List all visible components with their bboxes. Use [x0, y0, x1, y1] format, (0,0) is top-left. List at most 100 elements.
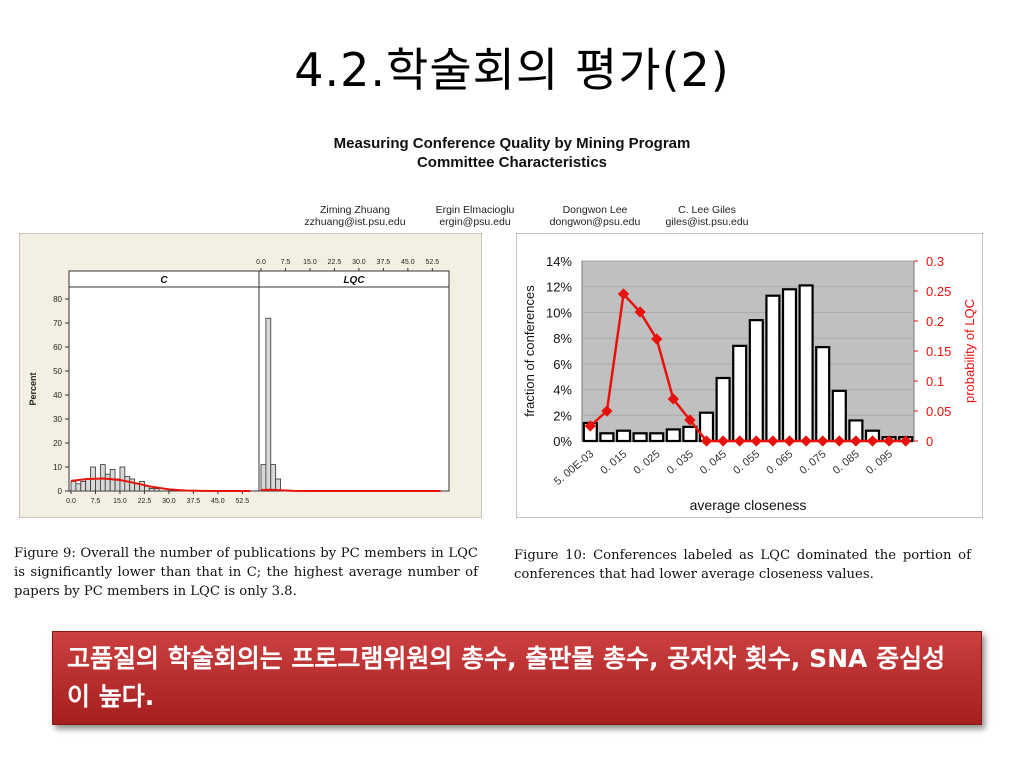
y-tick-label: 30 [53, 415, 62, 424]
x-tick-label: 37.5 [377, 259, 391, 266]
bar [765, 294, 781, 443]
y-tick-label: 2% [553, 408, 572, 423]
lqc-probability-marker [850, 435, 862, 447]
bar [732, 344, 748, 443]
bar [649, 432, 665, 443]
summary-banner: 고품질의 학술회의는 프로그램위원의 총수, 출판물 총수, 공저자 횟수, S… [52, 631, 982, 725]
histogram-bar [95, 478, 101, 492]
x-tick-label: 7.5 [281, 259, 291, 266]
bar [665, 428, 681, 443]
histogram-bar [129, 478, 136, 492]
x-axis-label: average closeness [690, 497, 807, 513]
x-tick-label: 52.5 [426, 259, 440, 266]
lqc-probability-marker [767, 435, 779, 447]
y2-tick-label: 0.25 [926, 284, 951, 299]
bar [798, 284, 814, 443]
histogram-bar [80, 480, 87, 492]
y-tick-label: 60 [53, 343, 62, 352]
lqc-probability-marker [817, 435, 829, 447]
bar [599, 432, 615, 443]
y2-tick-label: 0.05 [926, 404, 951, 419]
histogram-bar [85, 478, 91, 492]
slide-title: 4.2.학술회의 평가(2) [294, 43, 730, 97]
y2-tick-label: 0.2 [926, 314, 944, 329]
figure-9-chart: 0 10 20 30 40 50 60 70 80 Percent C 0.0 7.5 15.0 22.5 3… [18, 232, 483, 519]
author-name: Ziming Zhuang [319, 204, 391, 216]
density-curve [70, 477, 251, 492]
y-tick-label: 12% [546, 280, 572, 295]
histogram-bar [148, 488, 155, 492]
x-tick-label: 0.0 [256, 259, 266, 266]
bar [748, 319, 764, 443]
y-tick-label: 70 [53, 319, 62, 328]
lqc-probability-marker [833, 435, 845, 447]
bar [831, 389, 847, 443]
x-tick-label: 30.0 [352, 259, 366, 266]
paper-title: Measuring Conference Quality by Mining P… [0, 134, 1024, 172]
bar [815, 346, 831, 443]
lqc-probability-marker [866, 435, 879, 447]
author-3: Dongwon Lee dongwon@psu.edu [535, 204, 655, 228]
paper-title-line-2: Committee Characteristics [416, 154, 608, 171]
y-tick-label: 10% [546, 305, 572, 320]
x-tick-label: 15.0 [303, 259, 317, 266]
lqc-probability-marker [883, 435, 895, 447]
histogram-bar [124, 476, 131, 492]
lqc-probability-marker [684, 414, 696, 426]
bar [682, 425, 698, 443]
x-tick-label: 45.0 [211, 498, 225, 505]
x-tick-label: 52.5 [236, 498, 250, 505]
y-tick-label: 0% [553, 434, 572, 449]
bar [632, 432, 648, 443]
bar [615, 429, 632, 443]
y-tick-label: 50 [53, 367, 62, 376]
y-axis-label: Percent [28, 372, 38, 405]
x-tick-label: 15.0 [113, 498, 127, 505]
x-tick-label: 0.0 [66, 498, 76, 505]
y-tick-label: 8% [553, 331, 572, 346]
y2-axis-label: probability of LQC [962, 299, 977, 403]
author-email: ergin@psu.edu [439, 216, 511, 228]
histogram-bar [104, 473, 111, 492]
figure-10-caption: Figure 10: Conferences labeled as LQC do… [514, 548, 971, 582]
figure-9-caption: Figure 9: Overall the number of publicat… [14, 546, 478, 599]
x-tick-label: 22.5 [328, 259, 342, 266]
y-tick-label: 10 [53, 463, 62, 472]
histogram-bar [260, 464, 267, 492]
author-email: zzhuang@ist.psu.edu [304, 216, 406, 228]
y-tick-label: 4% [553, 383, 572, 398]
author-1: Ziming Zhuang zzhuang@ist.psu.edu [300, 204, 410, 228]
histogram-bar [119, 466, 126, 492]
y2-tick-label: 0.1 [926, 374, 944, 389]
histogram-bar [139, 480, 145, 492]
lqc-probability-marker [783, 435, 796, 447]
histogram-bar [75, 483, 82, 492]
histogram-bar [153, 488, 160, 492]
panel-strip-label: LQC [343, 275, 365, 286]
y-tick-label: 40 [53, 391, 62, 400]
author-name: Dongwon Lee [562, 204, 628, 216]
y2-tick-label: 0.3 [926, 254, 944, 269]
y-axis-label: fraction of conferences [522, 285, 537, 417]
paper-title-line-1: Measuring Conference Quality by Mining P… [333, 135, 691, 152]
author-name: Ergin Elmacioglu [435, 204, 515, 216]
figure-10-panel: 0% 2% 4% 6% 8% 10% 12% 14% 0 0.05 0.1 0.15 0.2 0.25 0.… [515, 232, 984, 519]
panel-strip-label: C [160, 275, 168, 286]
lqc-probability-marker [900, 435, 912, 447]
author-email: giles@ist.psu.edu [665, 216, 749, 228]
histogram-bar [265, 317, 272, 492]
figure-10-plot-area [581, 260, 915, 442]
lqc-probability-marker [717, 435, 729, 447]
author-4: C. Lee Giles giles@ist.psu.edu [652, 204, 762, 228]
y2-tick-label: 0 [926, 434, 933, 449]
x-tick-label: 30.0 [162, 498, 176, 505]
y2-tick-label: 0.15 [926, 344, 951, 359]
bar [715, 376, 731, 443]
figure-10-chart: 0% 2% 4% 6% 8% 10% 12% 14% 0 0.05 0.1 0.15 0.2 0.25 0.… [515, 232, 984, 519]
y-tick-label: 0 [58, 487, 63, 496]
summary-text: 고품질의 학술회의는 프로그램위원의 총수, 출판물 총수, 공저자 횟수, S… [67, 644, 946, 711]
density-curve [260, 488, 441, 492]
histogram-bar [70, 480, 77, 492]
bar [781, 288, 798, 443]
histogram-bar [270, 464, 277, 492]
